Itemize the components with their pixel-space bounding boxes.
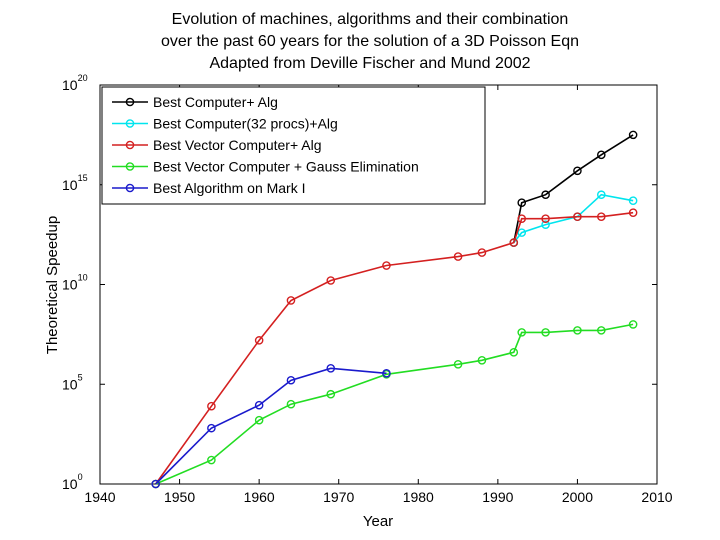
series-2 <box>151 208 638 489</box>
data-point <box>254 415 264 425</box>
data-point <box>541 220 550 229</box>
y-tick-label: 105 <box>62 372 83 392</box>
legend-label: Best Computer+ Alg <box>153 94 278 110</box>
y-tick-exponent: 5 <box>78 372 83 382</box>
legend-box <box>101 86 486 205</box>
legend-marker <box>125 97 135 107</box>
data-point <box>326 363 336 373</box>
data-point <box>509 348 519 357</box>
data-point <box>597 212 606 221</box>
legend: Best Computer+ Alg Best Computer(32 procs… <box>101 86 486 205</box>
data-point <box>628 130 638 140</box>
series-line <box>155 211 634 485</box>
legend-label: Best Vector Computer+ Alg <box>153 137 321 153</box>
data-point <box>254 336 264 345</box>
data-point <box>254 400 264 410</box>
data-point <box>541 328 550 337</box>
chart-title-line-3: Adapted from Deville Fischer and Mund 20… <box>209 55 530 72</box>
x-axis-label: Year <box>363 513 393 530</box>
legend-label: Best Computer(32 procs)+Alg <box>153 116 338 132</box>
data-point <box>541 214 550 223</box>
y-tick-exponent: 0 <box>78 472 83 482</box>
data-point <box>597 326 606 335</box>
y-axis-label: Theoretical Speedup <box>44 216 61 354</box>
x-tick-label: 1990 <box>482 489 513 505</box>
x-tick-label: 2010 <box>641 489 672 505</box>
data-point <box>517 328 527 337</box>
data-point <box>453 359 463 369</box>
data-point <box>517 214 527 223</box>
series-layer <box>151 130 638 489</box>
data-point <box>477 248 487 257</box>
data-point <box>207 401 216 411</box>
data-point <box>517 228 527 237</box>
data-point <box>151 479 160 489</box>
data-point <box>382 261 391 270</box>
y-tick-label: 1010 <box>62 273 88 293</box>
series-0 <box>509 130 638 247</box>
data-point <box>517 198 527 208</box>
data-point <box>573 166 582 176</box>
y-tick-base: 10 <box>62 476 78 492</box>
data-point <box>597 190 606 200</box>
data-point <box>541 190 550 200</box>
y-tick-label: 100 <box>62 472 83 492</box>
data-point <box>326 276 336 285</box>
legend-marker <box>125 119 135 128</box>
data-point <box>477 356 487 365</box>
legend-marker <box>125 183 135 193</box>
legend-label: Best Vector Computer + Gauss Elimination <box>153 159 419 175</box>
x-tick-label: 1970 <box>323 489 354 505</box>
data-point <box>573 212 582 221</box>
x-tick-label: 1950 <box>164 489 195 505</box>
chart-title-line-1: Evolution of machines, algorithms and th… <box>172 11 569 28</box>
data-point <box>382 368 391 378</box>
y-tick-base: 10 <box>62 177 78 193</box>
legend-entry: Best Computer+ Alg <box>112 94 278 110</box>
x-ticks: 1940 1950 1960 1970 1980 1990 2000 2010 <box>84 85 673 505</box>
data-point <box>286 399 296 409</box>
chart-title-line-2: over the past 60 years for the solution … <box>161 33 579 50</box>
legend-marker <box>125 140 135 150</box>
y-tick-exponent: 15 <box>78 173 88 183</box>
y-tick-base: 10 <box>62 77 78 93</box>
y-tick-exponent: 20 <box>78 73 88 83</box>
x-tick-label: 2000 <box>562 489 593 505</box>
y-tick-exponent: 10 <box>78 273 88 283</box>
series-line <box>155 367 387 485</box>
legend-entry: Best Computer(32 procs)+Alg <box>112 116 338 132</box>
data-point <box>628 320 638 329</box>
y-tick-label: 1020 <box>62 73 88 93</box>
series-line <box>513 134 634 243</box>
data-point <box>326 389 336 399</box>
legend-marker <box>125 162 135 171</box>
x-tick-label: 1940 <box>84 489 115 505</box>
legend-entry: Best Vector Computer + Gauss Elimination <box>112 159 419 175</box>
data-point <box>628 196 638 206</box>
series-line <box>513 193 634 244</box>
series-4 <box>151 363 391 489</box>
series-line <box>155 323 634 485</box>
data-point <box>509 238 519 247</box>
x-tick-label: 1960 <box>244 489 275 505</box>
data-point <box>207 423 216 433</box>
series-3 <box>151 320 638 489</box>
data-point <box>597 150 606 160</box>
data-point <box>286 375 296 385</box>
x-tick-label: 1980 <box>403 489 434 505</box>
legend-entry: Best Vector Computer+ Alg <box>112 137 321 153</box>
data-point <box>207 455 216 465</box>
data-point <box>628 208 638 217</box>
legend-label: Best Algorithm on Mark I <box>153 180 306 196</box>
y-tick-base: 10 <box>62 277 78 293</box>
legend-entry: Best Algorithm on Mark I <box>112 180 306 196</box>
data-point <box>573 326 582 335</box>
data-point <box>286 296 296 305</box>
y-tick-base: 10 <box>62 376 78 392</box>
data-point <box>453 252 463 261</box>
y-tick-label: 1015 <box>62 173 88 193</box>
